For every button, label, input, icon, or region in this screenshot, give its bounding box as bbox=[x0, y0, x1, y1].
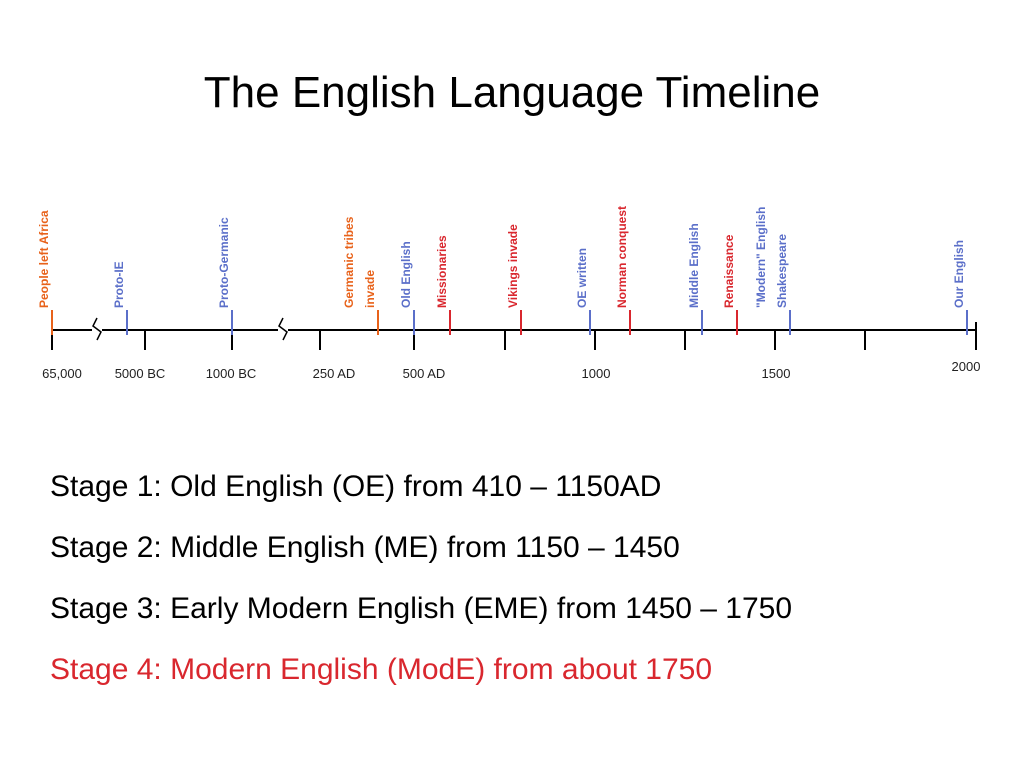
event-label: Proto-Germanic bbox=[217, 217, 231, 308]
event-label: "Modern" English bbox=[754, 207, 768, 308]
axis-label: 250 AD bbox=[313, 366, 356, 381]
event-label: Missionaries bbox=[435, 235, 449, 308]
slide-title: The English Language Timeline bbox=[203, 68, 821, 117]
axis-label: 1000 bbox=[582, 366, 611, 381]
event-label: Proto-IE bbox=[112, 261, 126, 308]
axis-label: 1000 BC bbox=[206, 366, 257, 381]
event-label: Old English bbox=[399, 241, 413, 308]
event-label: Vikings invade bbox=[506, 224, 520, 308]
axis bbox=[51, 317, 977, 350]
event-label: Our English bbox=[952, 240, 966, 308]
event-label: Shakespeare bbox=[775, 234, 789, 308]
axis-label: 500 AD bbox=[403, 366, 446, 381]
event-label: invade bbox=[363, 270, 377, 308]
event-label: Middle English bbox=[687, 223, 701, 308]
axis-label: 2000 bbox=[952, 359, 981, 374]
event-label: OE written bbox=[575, 248, 589, 308]
stage-line: Stage 2: Middle English (ME) from 1150 –… bbox=[50, 531, 680, 564]
event-label: People left Africa bbox=[37, 210, 51, 308]
event-label: Norman conquest bbox=[615, 206, 629, 308]
axis-label: 65,000 bbox=[42, 366, 82, 381]
timeline: People left Africa Proto-IE Proto-Germanic… bbox=[37, 206, 981, 381]
stage-line: Stage 4: Modern English (ModE) from abou… bbox=[50, 653, 713, 686]
event-label: Renaissance bbox=[722, 234, 736, 308]
axis-label: 1500 bbox=[762, 366, 791, 381]
stage-line: Stage 3: Early Modern English (EME) from… bbox=[50, 592, 793, 625]
stage-line: Stage 1: Old English (OE) from 410 – 115… bbox=[50, 470, 662, 503]
axis-label: 5000 BC bbox=[115, 366, 166, 381]
event-label: Germanic tribes bbox=[342, 216, 356, 308]
